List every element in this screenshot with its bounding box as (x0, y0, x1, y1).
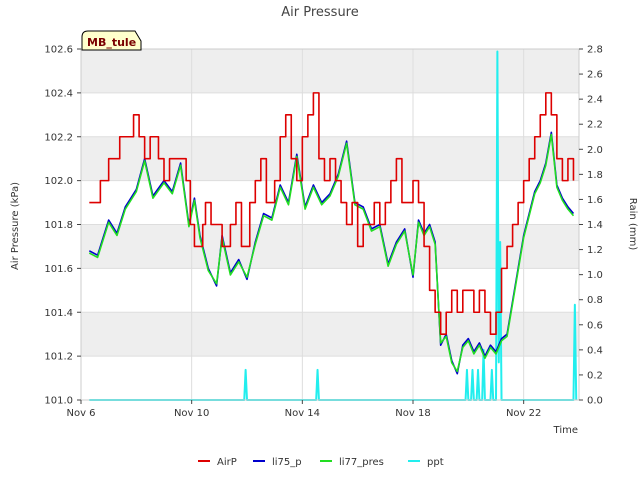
y2-tick-label: 2.6 (587, 70, 603, 81)
background-band (81, 49, 579, 93)
x-axis-ticks: Nov 6 Nov 10 Nov 14 Nov 18 Nov 22 (66, 400, 541, 419)
y-tick-label: 101.4 (44, 308, 73, 319)
x-tick-label: Nov 14 (285, 408, 320, 419)
y2-axis-ticks: 0.0 0.2 0.4 0.6 0.8 1.0 1.2 1.4 1.6 1.8 2.0 2.2 2.4 2… (579, 45, 603, 407)
y2-tick-label: 1.8 (587, 170, 603, 181)
y2-tick-label: 2.2 (587, 120, 603, 131)
x-tick-label: Nov 6 (66, 408, 95, 419)
background-band (81, 224, 579, 269)
y-axis-label: Air Pressure (kPa) (10, 182, 21, 270)
y-tick-label: 101.0 (44, 396, 73, 407)
x-tick-label: Nov 10 (174, 408, 209, 419)
y-tick-label: 102.2 (44, 132, 73, 143)
y2-tick-label: 1.6 (587, 195, 603, 206)
y2-tick-label: 2.4 (587, 95, 603, 106)
x-tick-label: Nov 22 (506, 408, 541, 419)
station-label: MB_tule (87, 36, 136, 49)
y-tick-label: 102.4 (44, 88, 73, 99)
y2-tick-label: 0.8 (587, 295, 603, 306)
y2-tick-label: 1.2 (587, 245, 603, 256)
legend-label-airp: AirP (217, 457, 237, 468)
y-tick-label: 102.0 (44, 176, 73, 187)
station-badge-box (81, 30, 142, 51)
x-tick-label: Nov 18 (395, 408, 430, 419)
y-tick-label: 101.8 (44, 220, 73, 231)
y2-tick-label: 2.8 (587, 45, 603, 56)
legend-label-li75-p: li75_p (272, 457, 302, 468)
y2-tick-label: 0.4 (587, 345, 603, 356)
chart-title: Air Pressure (281, 5, 359, 20)
y2-tick-label: 0.0 (587, 396, 603, 407)
y2-tick-label: 0.2 (587, 370, 603, 381)
y2-tick-label: 0.6 (587, 320, 603, 331)
y-axis-ticks: 101.0 101.2 101.4 101.6 101.8 102.0 102.2 102.4… (44, 45, 81, 407)
y2-tick-label: 1.0 (587, 270, 603, 281)
legend-label-li77-pres: li77_pres (339, 457, 384, 468)
station-badge: MB_tule (81, 30, 142, 51)
y-tick-label: 101.6 (44, 264, 73, 275)
y2-tick-label: 2.0 (587, 145, 603, 156)
legend-label-ppt: ppt (427, 457, 444, 468)
x-axis-label: Time (553, 425, 578, 436)
series-line-airp (89, 92, 575, 335)
y-tick-label: 101.2 (44, 352, 73, 363)
background-bands (81, 49, 579, 357)
y-tick-label: 102.6 (44, 45, 73, 56)
y2-tick-label: 1.4 (587, 220, 603, 231)
legend: AirP li75_p li77_pres ppt (198, 457, 444, 468)
y2-axis-label: Rain (mm) (627, 198, 638, 251)
background-band (81, 312, 579, 357)
